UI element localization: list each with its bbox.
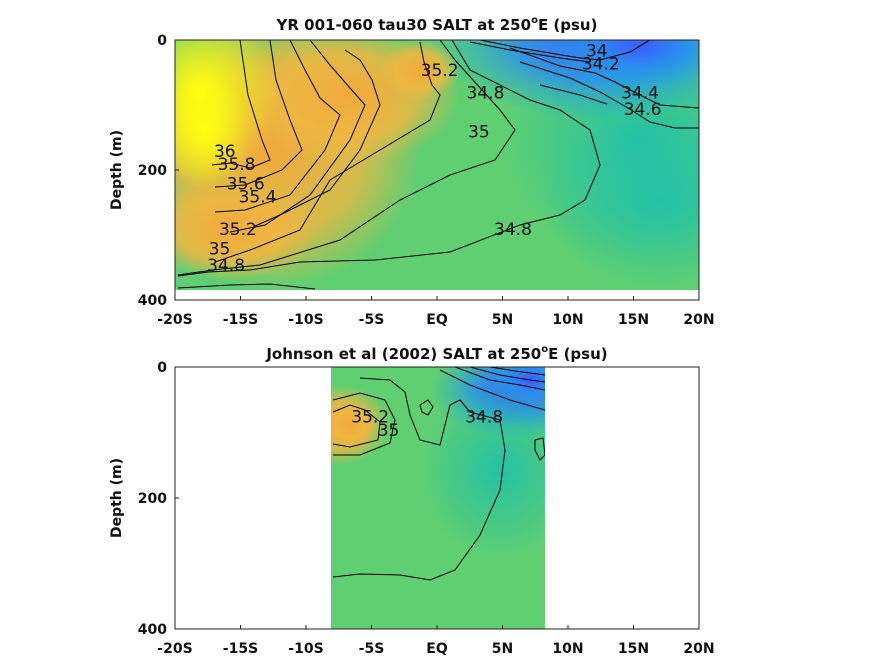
bottom-x-tick-label: 20N	[683, 641, 714, 656]
top-contour-label: 35.2	[219, 220, 257, 240]
top-x-tick-label: 20N	[683, 312, 714, 328]
top-axis-ticks: -20S -15S -10S -5S EQ 5N 10N 15N 20N 0 200 400	[138, 33, 715, 328]
top-contour-labels: 3434.234.434.635.234.8353635.835.635.435…	[207, 41, 661, 276]
bottom-y-tick-label: 0	[157, 360, 167, 376]
bottom-y-tick-label: 400	[138, 622, 167, 638]
top-x-tick-label: 15N	[618, 312, 649, 328]
bottom-x-tick-label: 10N	[552, 641, 583, 656]
top-contour-label: 34.2	[582, 54, 620, 74]
bottom-salinity-field	[331, 367, 545, 629]
top-chart-title: YR 001-060 tau30 SALT at 250oE (psu)	[276, 15, 598, 34]
observed-salinity-panel: Johnson et al (2002) SALT at 250oE (psu)…	[109, 344, 715, 656]
top-y-tick-label: 400	[138, 293, 167, 309]
bottom-chart-title: Johnson et al (2002) SALT at 250oE (psu)	[265, 344, 607, 363]
bottom-axis-ticks: -20S -15S -10S -5S EQ 5N 10N 15N 20N 0 200 400	[138, 360, 715, 656]
top-x-tick-label: 5N	[492, 312, 513, 328]
top-contour-label: 35	[209, 240, 231, 260]
model-salinity-panel: YR 001-060 tau30 SALT at 250oE (psu)	[109, 15, 715, 328]
top-contour-label: 34.8	[467, 84, 505, 104]
top-contour-label: 34	[586, 41, 608, 61]
bottom-x-tick-label: -20S	[157, 641, 192, 656]
bottom-x-tick-label: -5S	[359, 641, 385, 656]
top-x-tick-label: 10N	[552, 312, 583, 328]
bottom-x-tick-label: 15N	[618, 641, 649, 656]
top-y-tick-label: 200	[138, 163, 167, 179]
top-x-tick-label: EQ	[426, 312, 448, 328]
top-y-axis-label: Depth (m)	[109, 130, 125, 210]
top-x-tick-label: -20S	[157, 312, 192, 328]
bottom-contour-labels: 35.235 34.8	[351, 408, 503, 441]
top-contour-label: 34.8	[207, 256, 245, 276]
top-x-tick-label: -5S	[359, 312, 385, 328]
top-contour-label: 34.6	[624, 100, 662, 120]
bottom-x-tick-label: -15S	[223, 641, 258, 656]
top-contour-label: 36	[214, 142, 236, 162]
top-contour-label: 34.4	[621, 84, 659, 104]
bottom-y-tick-label: 200	[138, 491, 167, 507]
top-contour-label: 34.8	[494, 220, 532, 240]
bottom-y-axis-label: Depth (m)	[109, 458, 125, 538]
bottom-contour-label: 34.8	[465, 408, 503, 428]
top-y-tick-label: 0	[157, 33, 167, 49]
bottom-contour-label: 35	[378, 421, 400, 441]
top-x-tick-label: -10S	[288, 312, 323, 328]
bottom-x-tick-label: 5N	[492, 641, 513, 656]
top-contour-label: 35.8	[218, 155, 256, 175]
bottom-x-tick-label: EQ	[426, 641, 448, 656]
bottom-x-tick-label: -10S	[288, 641, 323, 656]
top-salinity-field	[175, 40, 699, 290]
top-x-tick-label: -15S	[223, 312, 258, 328]
top-contour-label: 35	[468, 123, 490, 143]
top-contour-label: 35.2	[421, 61, 459, 81]
top-contour-label: 35.6	[227, 175, 265, 195]
bottom-contour-label: 35.2	[351, 408, 389, 428]
top-contour-label: 35.4	[239, 188, 277, 208]
